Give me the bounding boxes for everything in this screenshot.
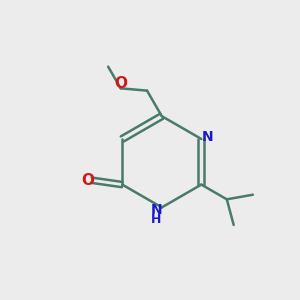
Text: H: H <box>151 213 162 226</box>
Text: O: O <box>81 173 94 188</box>
Text: N: N <box>151 203 162 217</box>
Text: N: N <box>202 130 214 144</box>
Text: O: O <box>114 76 127 91</box>
